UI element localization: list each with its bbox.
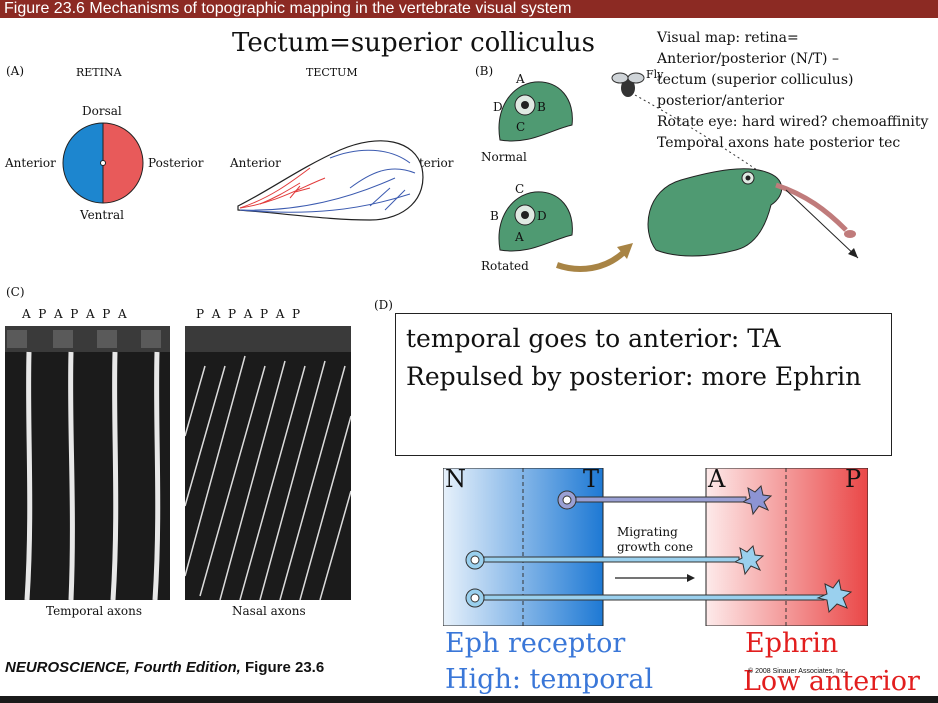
temporal-axons-image <box>5 326 170 600</box>
normal-frog-head <box>498 81 573 142</box>
low-anterior-label: Low anterior <box>743 666 920 697</box>
fly-icon <box>611 72 645 97</box>
note-line: tectum (superior colliculus) <box>657 72 854 88</box>
eph-receptor-label: Eph receptor <box>445 628 626 659</box>
panel-d-label: (D) <box>374 298 393 312</box>
copyright: © 2008 Sinauer Associates, Inc. <box>748 668 848 675</box>
normal-letter-c: C <box>516 120 526 134</box>
label-t: T <box>583 465 600 493</box>
note-line: Temporal axons hate posterior tec <box>657 135 901 151</box>
note-line: Visual map: retina= <box>657 30 799 46</box>
retina-posterior-label: Posterior <box>148 156 204 170</box>
temporal-axons-caption: Temporal axons <box>46 604 143 618</box>
retina-dorsal-label: Dorsal <box>82 104 122 118</box>
eph-ephrin-diagram <box>443 468 868 626</box>
panel-a-label: (A) <box>6 64 25 78</box>
migrating-line-1: Migrating <box>617 525 678 539</box>
left-stripe-labels: A P A P A P A <box>22 307 127 321</box>
normal-letter-b: B <box>537 100 546 114</box>
fly-label: Fly <box>646 68 664 81</box>
retina-diagram <box>62 122 144 204</box>
bottom-bar <box>0 696 938 703</box>
tectum-title: TECTUM <box>306 66 358 79</box>
annotation-box: temporal goes to anterior: TA Repulsed b… <box>395 313 892 456</box>
rotated-letter-c: C <box>515 182 525 196</box>
book-credit: NEUROSCIENCE, Fourth Edition, Figure 23.… <box>5 659 324 676</box>
migrating-label: Migrating growth cone <box>617 525 693 555</box>
panel-b-label: (B) <box>475 64 494 78</box>
book-title: NEUROSCIENCE, Fourth Edition, <box>5 659 241 676</box>
rotation-arrow <box>556 243 633 272</box>
tectum-diagram <box>237 140 424 221</box>
annotation-line-1: temporal goes to anterior: TA <box>406 324 781 353</box>
migrating-line-2: growth cone <box>617 540 694 554</box>
annotation-line-2: Repulsed by posterior: more Ephrin <box>406 362 862 391</box>
note-line: Rotate eye: hard wired? chemoaffinity <box>657 114 929 130</box>
notes: Visual map: retina= Anterior/posterior (… <box>657 28 928 154</box>
rotated-letter-d: D <box>537 209 547 223</box>
figure-title: Figure 23.6 Mechanisms of topographic ma… <box>4 0 572 17</box>
rotated-letter-a: A <box>515 230 524 244</box>
nasal-axons-caption: Nasal axons <box>232 604 306 618</box>
rotated-label: Rotated <box>481 259 529 273</box>
frog-body <box>647 168 859 259</box>
normal-letter-a: A <box>516 72 525 86</box>
high-temporal-label: High: temporal <box>445 664 654 695</box>
normal-label: Normal <box>481 150 527 164</box>
retina-anterior-label: Anterior <box>5 156 56 170</box>
retina-ventral-label: Ventral <box>80 208 124 222</box>
figure-ref: Figure 23.6 <box>240 659 325 676</box>
label-p: P <box>845 465 862 493</box>
right-stripe-labels: P A P A P A P <box>196 307 301 321</box>
rotated-frog-head <box>498 191 573 252</box>
fly-dotted-line <box>634 94 761 173</box>
normal-letter-d: D <box>493 100 503 114</box>
tectum-anterior-label: Anterior <box>230 156 281 170</box>
label-a: A <box>708 465 726 493</box>
panel-c-label: (C) <box>6 285 25 299</box>
main-title: Tectum=superior colliculus <box>232 28 595 58</box>
nasal-axons-image <box>185 326 351 600</box>
note-line: Anterior/posterior (N/T) – <box>657 51 839 67</box>
retina-title: RETINA <box>76 66 122 79</box>
rotated-letter-b: B <box>490 209 499 223</box>
note-line: posterior/anterior <box>657 93 785 109</box>
ephrin-label: Ephrin <box>745 628 839 659</box>
figure-title-bar: Figure 23.6 Mechanisms of topographic ma… <box>0 0 938 18</box>
label-n: N <box>445 465 466 493</box>
